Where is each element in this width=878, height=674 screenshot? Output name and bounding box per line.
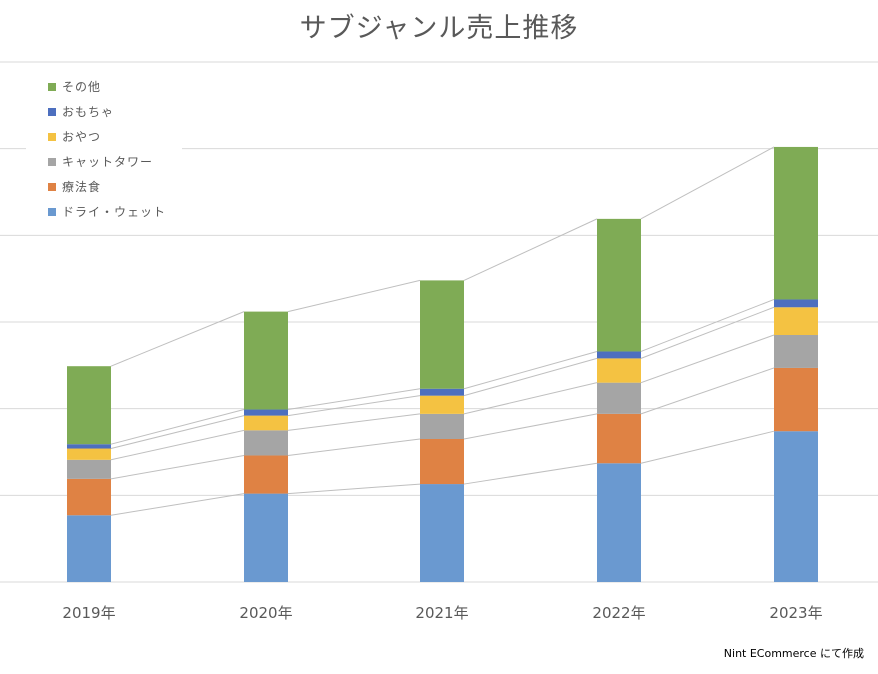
series-line	[287, 438, 421, 456]
x-tick-label: 2022年	[592, 604, 645, 622]
bar-segment	[244, 493, 288, 582]
x-tick-label: 2020年	[239, 604, 292, 622]
series-line	[287, 395, 421, 417]
series-line	[463, 462, 598, 485]
series-line	[463, 382, 598, 415]
legend-swatch	[48, 107, 56, 116]
bar-segment	[597, 358, 641, 383]
series-line	[640, 146, 775, 220]
bar-segment	[774, 307, 818, 335]
bar-segment	[244, 430, 288, 456]
bar-segment	[67, 459, 111, 479]
bar-segment	[67, 515, 111, 582]
series-line	[463, 350, 598, 390]
legend-item: おやつ	[26, 124, 182, 149]
bar-segment	[420, 280, 464, 389]
bar-segment	[774, 335, 818, 368]
series-line	[110, 454, 245, 480]
legend-label: おもちゃ	[62, 105, 115, 119]
bar-segment	[420, 413, 464, 439]
series-line	[463, 357, 598, 397]
legend-swatch	[48, 82, 56, 91]
series-line	[640, 299, 775, 352]
legend-item: ドライ・ウェット	[26, 199, 182, 224]
legend-item: キャットタワー	[26, 149, 182, 174]
bar-segment	[67, 448, 111, 460]
legend-label: おやつ	[62, 130, 102, 144]
legend-swatch	[48, 132, 56, 141]
bar-segment	[774, 146, 818, 300]
series-line	[640, 430, 775, 464]
legend-item: 療法食	[26, 174, 182, 199]
bar-segment	[67, 444, 111, 449]
legend-item: おもちゃ	[26, 99, 182, 124]
bar-segment	[420, 439, 464, 485]
series-line	[287, 388, 421, 411]
bar-segment	[420, 388, 464, 396]
series-line	[640, 367, 775, 415]
x-tick-label: 2021年	[415, 604, 468, 622]
legend-swatch	[48, 207, 56, 216]
bar-segment	[597, 382, 641, 414]
legend-label: 療法食	[62, 180, 102, 194]
bar-segment	[774, 299, 818, 308]
bar-segment	[244, 415, 288, 431]
bar-segment	[597, 218, 641, 352]
legend-label: ドライ・ウェット	[62, 205, 167, 219]
bar-segment	[244, 455, 288, 494]
x-tick-label: 2019年	[62, 604, 115, 622]
series-line	[287, 413, 421, 431]
bar-segment	[597, 351, 641, 359]
legend-swatch	[48, 157, 56, 166]
chart-title: サブジャンル売上推移	[299, 13, 579, 44]
bar-segment	[244, 409, 288, 416]
series-line	[287, 483, 421, 495]
series-line	[640, 306, 775, 359]
legend-label: キャットタワー	[62, 155, 154, 169]
x-tick-label: 2023年	[769, 604, 822, 622]
series-line	[110, 409, 245, 445]
bar-segment	[67, 478, 111, 516]
credit-text: Nint ECommerce にて作成	[723, 647, 864, 660]
legend-label: その他	[62, 80, 102, 94]
bar-segment	[244, 311, 288, 410]
series-line	[640, 334, 775, 384]
bar-segment	[67, 366, 111, 445]
series-line	[110, 415, 245, 450]
bar-segment	[420, 484, 464, 582]
bar-segment	[774, 367, 818, 432]
series-line	[287, 279, 421, 313]
legend-item: その他	[26, 74, 182, 99]
series-line	[463, 218, 598, 281]
series-line	[110, 311, 245, 367]
series-line	[463, 413, 598, 440]
bar-segment	[597, 463, 641, 582]
series-line	[110, 493, 245, 516]
legend: その他おもちゃおやつキャットタワー 療法食ドライ・ウェット	[26, 74, 182, 224]
bar-segment	[774, 431, 818, 582]
legend-swatch	[48, 182, 56, 191]
bar-segment	[420, 395, 464, 414]
bar-segment	[597, 413, 641, 464]
series-line	[110, 429, 245, 461]
